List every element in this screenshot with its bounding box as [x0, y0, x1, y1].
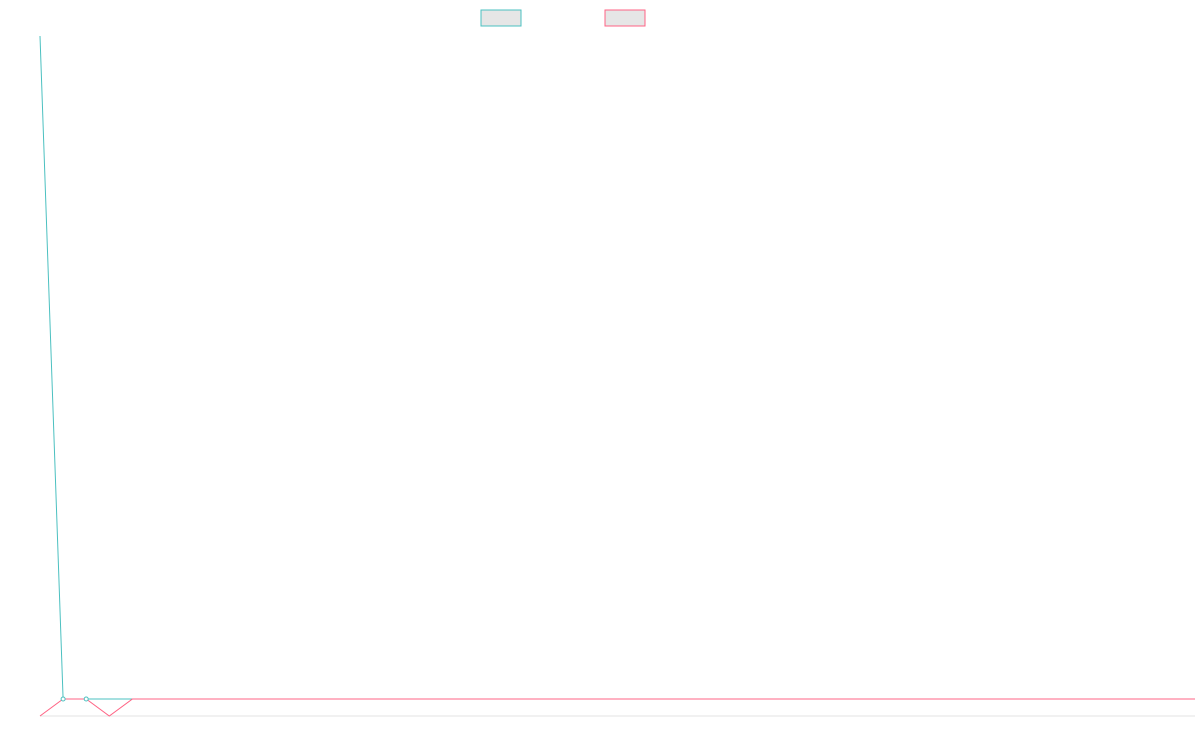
series-line-2 [39, 698, 1195, 717]
legend-swatch-series-1[interactable] [480, 9, 522, 27]
series-layer [39, 35, 1195, 717]
data-point-marker-2 [83, 696, 89, 702]
series-line-1 [39, 35, 1195, 700]
data-point-marker-1 [60, 696, 66, 702]
legend-swatch-series-2[interactable] [604, 9, 646, 27]
legend[interactable] [480, 9, 646, 27]
marker-layer [60, 696, 89, 702]
